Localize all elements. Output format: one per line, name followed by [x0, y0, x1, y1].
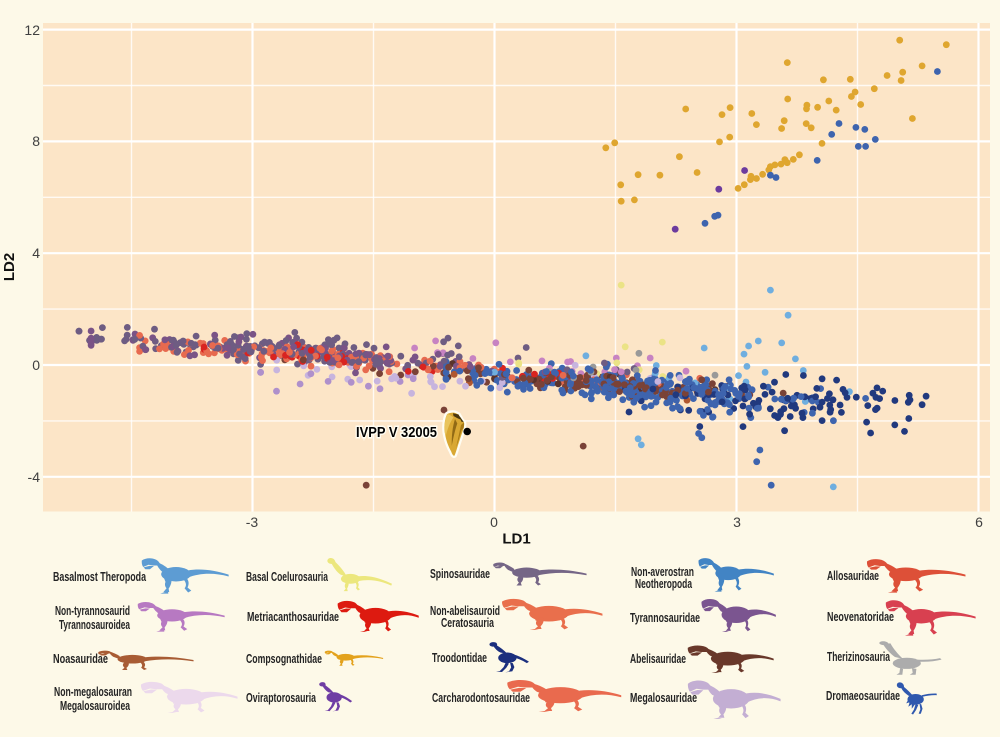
svg-text:Oviraptorosauria: Oviraptorosauria: [246, 691, 317, 705]
svg-text:Non-averostran: Non-averostran: [631, 565, 694, 579]
svg-text:Noasauridae: Noasauridae: [53, 652, 108, 666]
svg-text:Ceratosauria: Ceratosauria: [441, 616, 495, 630]
svg-text:Spinosauridae: Spinosauridae: [430, 567, 490, 581]
svg-text:Tyrannosauroidea: Tyrannosauroidea: [59, 618, 131, 632]
svg-text:-3: -3: [246, 514, 259, 530]
svg-text:Neotheropoda: Neotheropoda: [635, 577, 693, 591]
svg-text:Megalosauridae: Megalosauridae: [630, 691, 697, 705]
svg-text:Allosauridae: Allosauridae: [827, 569, 879, 583]
svg-text:3: 3: [733, 514, 741, 530]
svg-text:Tyrannosauridae: Tyrannosauridae: [630, 611, 700, 625]
svg-text:Carcharodontosauridae: Carcharodontosauridae: [432, 691, 530, 705]
svg-text:Non-megalosauran: Non-megalosauran: [54, 685, 132, 699]
svg-text:Dromaeosauridae: Dromaeosauridae: [826, 689, 900, 703]
svg-text:Compsognathidae: Compsognathidae: [246, 652, 322, 666]
svg-text:0: 0: [32, 357, 40, 373]
svg-text:4: 4: [32, 245, 40, 261]
svg-text:Basal Coelurosauria: Basal Coelurosauria: [246, 570, 329, 584]
svg-text:Abelisauridae: Abelisauridae: [630, 652, 686, 666]
svg-text:Metriacanthosauridae: Metriacanthosauridae: [247, 610, 339, 624]
svg-text:Non-abelisauroid: Non-abelisauroid: [430, 604, 500, 618]
svg-text:8: 8: [32, 133, 40, 149]
svg-text:-4: -4: [28, 469, 41, 485]
svg-text:Troodontidae: Troodontidae: [432, 651, 487, 665]
svg-text:LD2: LD2: [1, 253, 18, 281]
svg-text:Megalosauroidea: Megalosauroidea: [60, 699, 131, 713]
svg-text:LD1: LD1: [502, 531, 530, 548]
svg-text:Therizinosauria: Therizinosauria: [827, 650, 891, 664]
svg-text:Non-tyrannosaurid: Non-tyrannosaurid: [55, 604, 130, 618]
svg-text:12: 12: [24, 22, 40, 38]
svg-text:Neovenatoridae: Neovenatoridae: [827, 610, 894, 624]
svg-text:Basalmost Theropoda: Basalmost Theropoda: [53, 570, 147, 584]
svg-text:0: 0: [490, 514, 498, 530]
svg-text:6: 6: [975, 514, 983, 530]
svg-text:IVPP V 32005: IVPP V 32005: [356, 424, 437, 441]
